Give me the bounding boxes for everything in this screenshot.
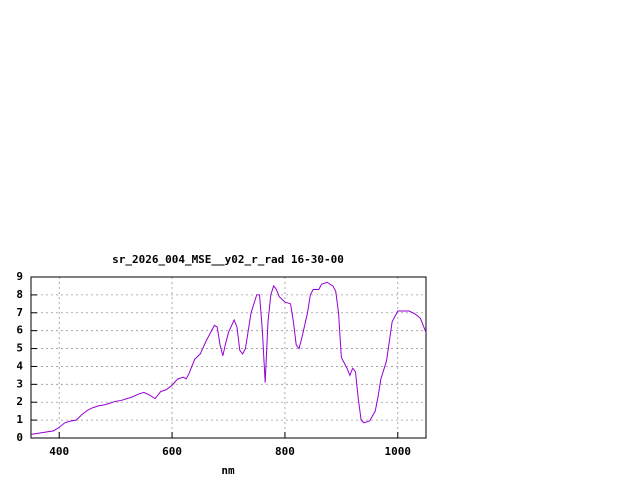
y-tick-label: 8: [16, 288, 23, 301]
chart-title: sr_2026_004_MSE__y02_r_rad 16-30-00: [112, 253, 344, 266]
x-tick-label: 1000: [385, 445, 412, 458]
y-tick-label: 9: [16, 270, 23, 283]
y-tick-label: 4: [16, 359, 23, 372]
x-tick-label: 600: [162, 445, 182, 458]
y-tick-label: 5: [16, 342, 23, 355]
y-tick-label: 1: [16, 413, 23, 426]
data-line: [30, 281, 427, 435]
y-tick-label: 6: [16, 324, 23, 337]
y-tick-label: 2: [16, 395, 23, 408]
y-tick-label: 0: [16, 431, 23, 444]
y-tick-label: 7: [16, 306, 23, 319]
plot-frame: [30, 276, 427, 439]
y-tick-label: 3: [16, 377, 23, 390]
x-tick-label: 800: [275, 445, 295, 458]
x-axis-label: nm: [221, 464, 235, 477]
x-tick-label: 400: [49, 445, 69, 458]
